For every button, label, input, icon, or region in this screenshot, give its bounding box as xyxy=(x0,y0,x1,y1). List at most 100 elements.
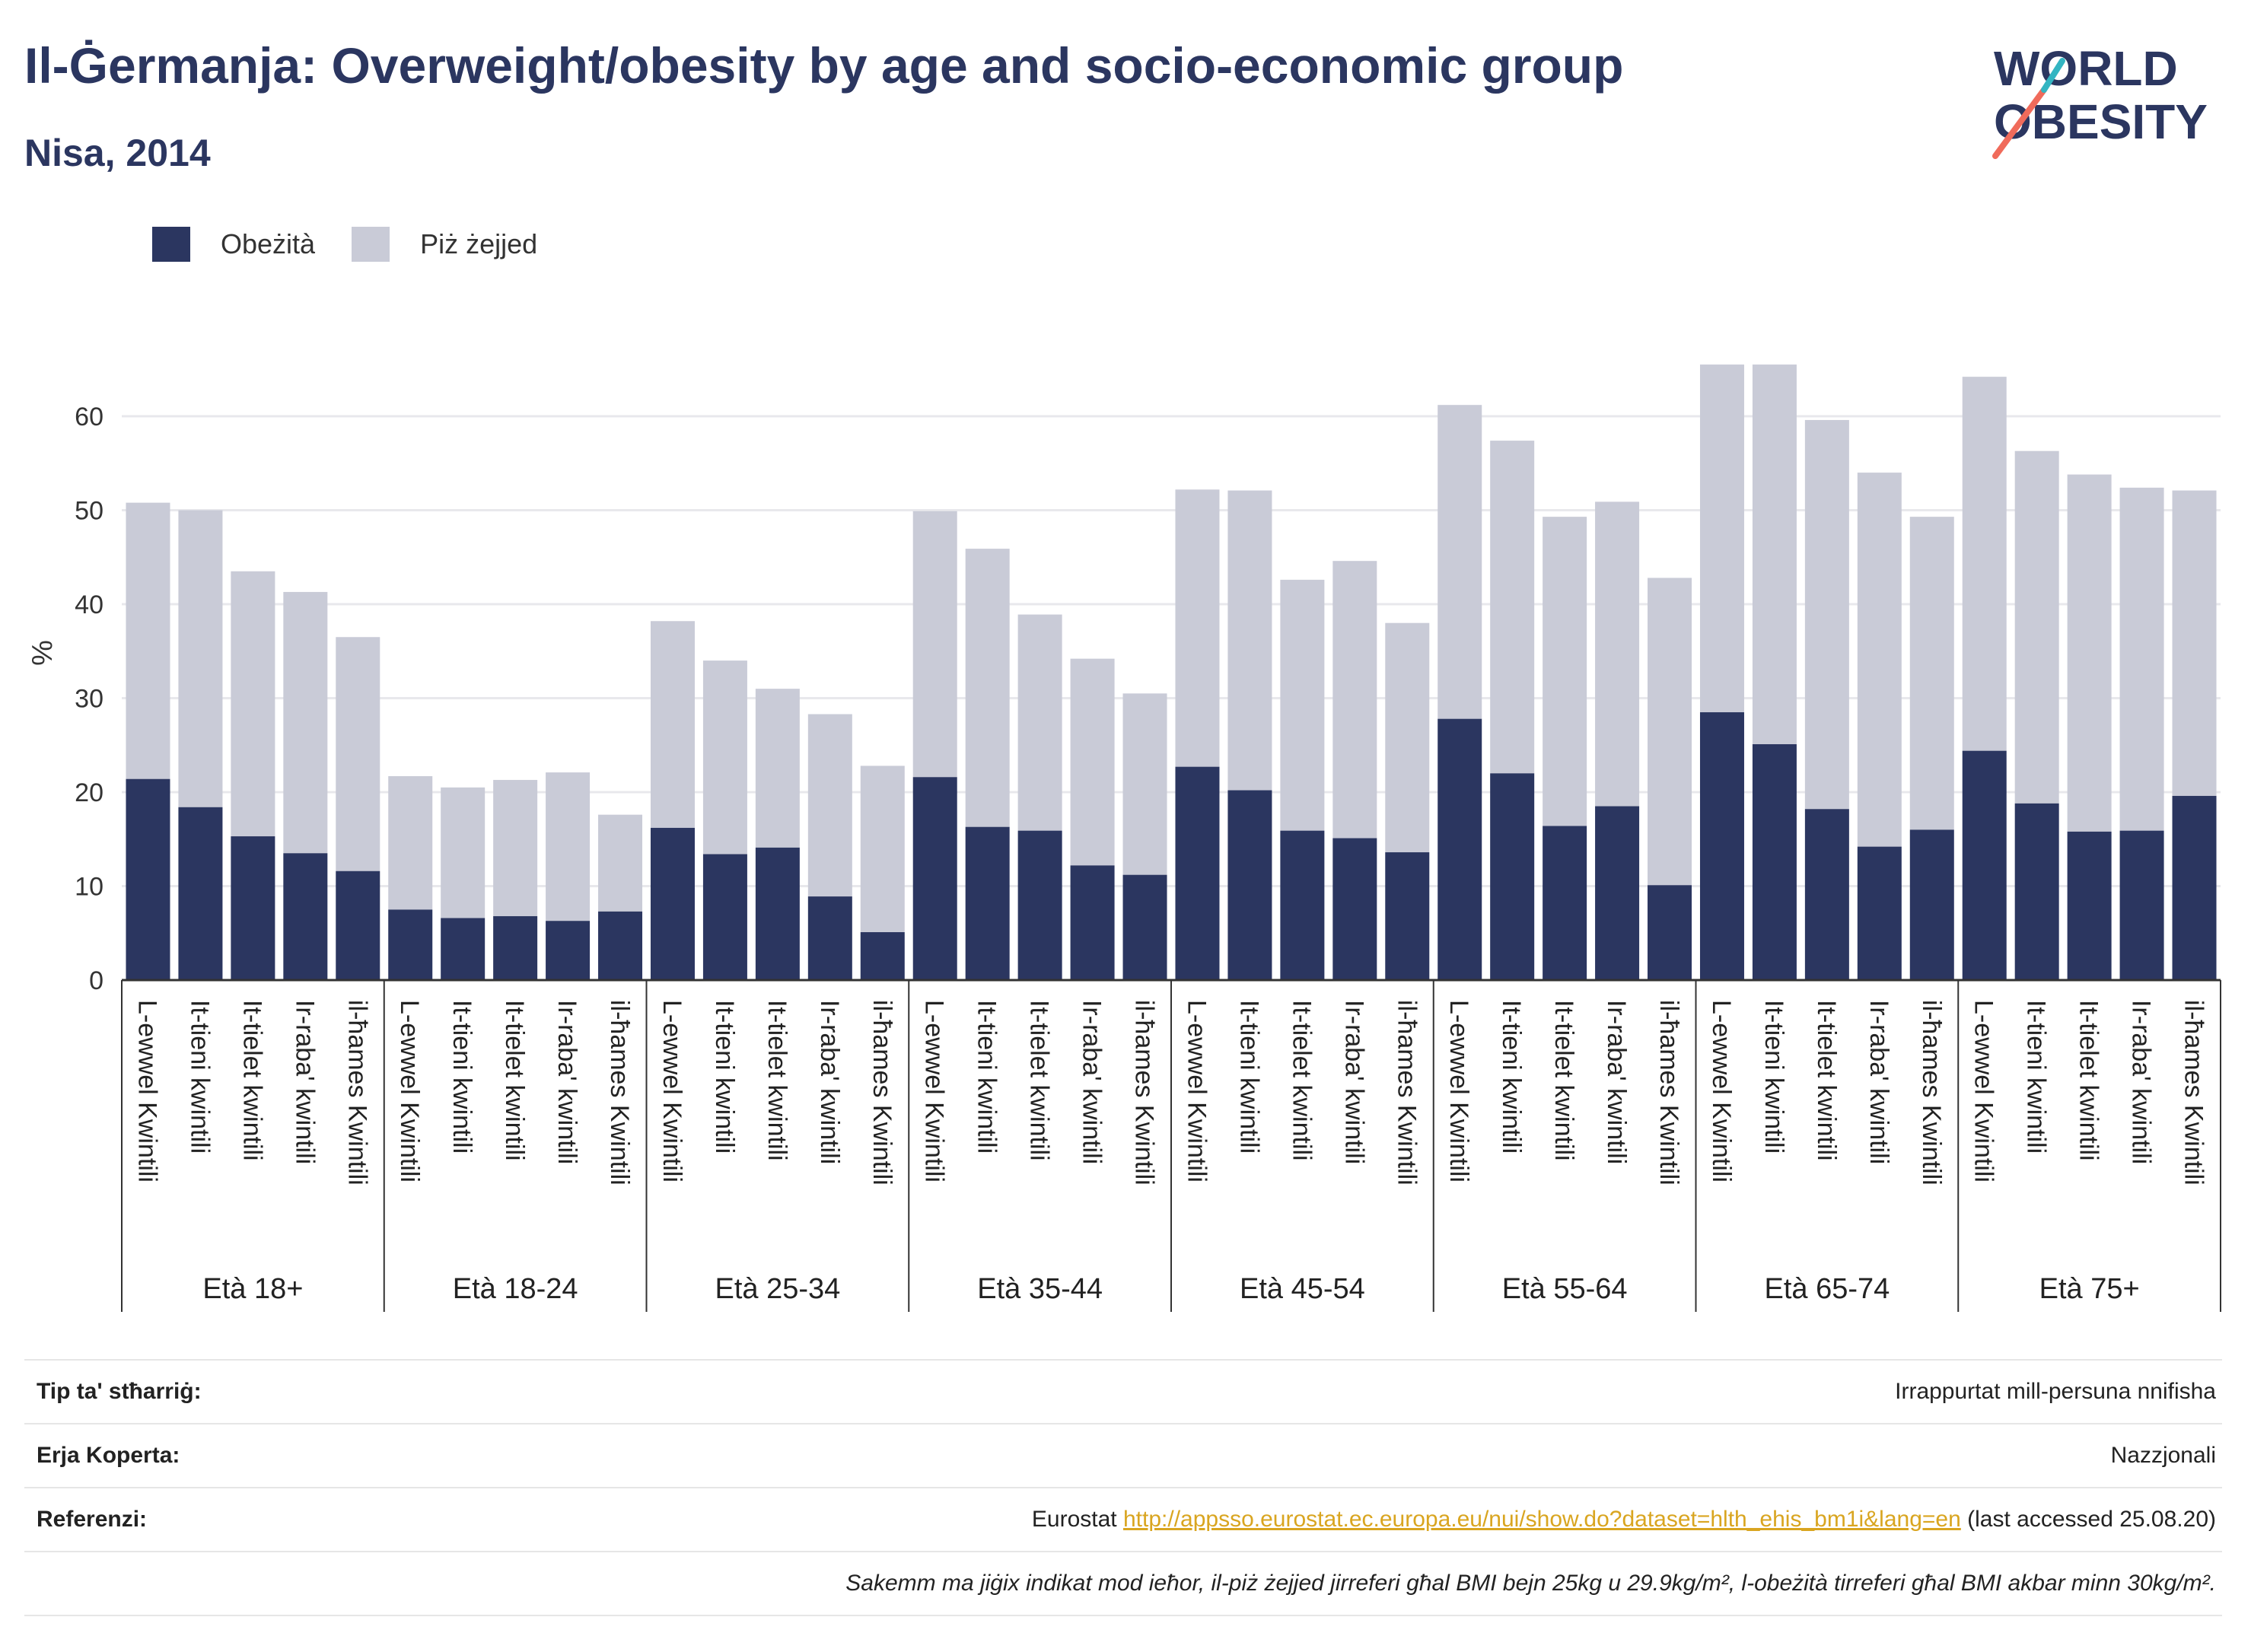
x-category-label: Ir-raba' kwintili xyxy=(552,1000,581,1164)
bar-overweight xyxy=(1175,489,1220,767)
footer-label: Referenzi: xyxy=(37,1507,148,1532)
reference-value: Eurostat http://appsso.eurostat.ec.europ… xyxy=(1032,1507,2222,1533)
footer-row-references: Referenzi: Eurostat http://appsso.eurost… xyxy=(24,1487,2222,1551)
legend-swatch-obese xyxy=(152,227,190,262)
x-category-label: Ir-raba' kwintili xyxy=(1339,1000,1368,1164)
footer-value: Irrappurtat mill-persuna nnifisha xyxy=(1895,1379,2216,1404)
footer-label: Tip ta' stħarriġ: xyxy=(37,1379,202,1404)
legend-label-overweight: Piż żejjed xyxy=(420,228,538,259)
x-category-label: It-tielet kwintili xyxy=(1549,1000,1578,1161)
x-group-label: Età 18+ xyxy=(202,1273,303,1305)
bar-overweight xyxy=(1280,579,1325,831)
bar-obese xyxy=(1648,885,1692,980)
bar-overweight xyxy=(546,772,591,921)
bar-overweight xyxy=(860,766,905,933)
legend-item-overweight[interactable]: Piż żejjed xyxy=(352,227,537,262)
x-category-label: il-ħames Kwintili xyxy=(2179,1000,2208,1186)
y-tick-label: 40 xyxy=(75,590,103,619)
bar-obese xyxy=(1962,750,2007,980)
bar-overweight xyxy=(650,621,695,828)
bar-overweight xyxy=(755,689,800,848)
x-category-label: il-ħames Kwintili xyxy=(868,1000,896,1186)
x-group-label: Età 75+ xyxy=(2039,1273,2140,1305)
chart-subtitle: Nisa, 2014 xyxy=(24,132,211,174)
x-category-label: It-tielet kwintili xyxy=(2074,1000,2103,1161)
bar-obese xyxy=(807,896,852,980)
reference-link[interactable]: http://appsso.eurostat.ec.europa.eu/nui/… xyxy=(1122,1507,1961,1532)
x-category-label: It-tieni kwintili xyxy=(973,1000,1001,1154)
bar-obese xyxy=(283,853,328,980)
x-category-label: il-ħames Kwintili xyxy=(1130,1000,1159,1186)
bar-obese xyxy=(1595,806,1640,980)
bar-overweight xyxy=(912,511,957,778)
bar-overweight xyxy=(2067,474,2112,832)
x-category-label: It-tielet kwintili xyxy=(1812,1000,1841,1161)
reference-accessed: (last accessed 25.08.20) xyxy=(1967,1507,2216,1532)
bar-overweight xyxy=(2014,450,2059,804)
x-category-label: il-ħames Kwintili xyxy=(1654,1000,1683,1186)
bar-overweight xyxy=(2119,487,2164,831)
bar-overweight xyxy=(1962,377,2007,751)
bar-obese xyxy=(231,836,275,980)
bar-obese xyxy=(546,921,591,980)
bar-obese xyxy=(1909,829,1954,980)
x-category-label: It-tieni kwintili xyxy=(447,1000,476,1154)
x-category-label: It-tielet kwintili xyxy=(1025,1000,1054,1161)
y-tick-label: 0 xyxy=(89,966,103,995)
x-group-label: Età 45-54 xyxy=(1240,1273,1365,1305)
x-category-label: L-ewwel Kwintili xyxy=(1182,1000,1211,1183)
x-category-label: It-tieni kwintili xyxy=(1234,1000,1263,1154)
x-category-label: L-ewwel Kwintili xyxy=(395,1000,424,1183)
bar-obese xyxy=(126,778,170,980)
x-category-label: L-ewwel Kwintili xyxy=(657,1000,686,1183)
bar-obese xyxy=(1699,712,1744,980)
stacked-bar-chart: 0 10 20 30 40 50 60% L-ewwel Kwintili It-tieni k… xyxy=(27,364,2221,1312)
bar-overweight xyxy=(598,814,643,912)
footer-row-survey-type: Tip ta' stħarriġ: Irrappurtat mill-persu… xyxy=(24,1359,2222,1423)
x-category-label: il-ħames Kwintili xyxy=(1392,1000,1421,1186)
x-category-label: Ir-raba' kwintili xyxy=(815,1000,844,1164)
bar-obese xyxy=(912,777,957,980)
bar-obese xyxy=(1438,718,1482,980)
bar-overweight xyxy=(1857,473,1902,847)
bar-obese xyxy=(1017,830,1062,980)
bar-obese xyxy=(755,847,800,980)
x-group-label: Età 35-44 xyxy=(977,1273,1103,1305)
bar-obese xyxy=(388,909,433,980)
x-group-label: Età 65-74 xyxy=(1764,1273,1890,1305)
bar-obese xyxy=(1804,809,1849,980)
legend: Obeżità Piż żejjed xyxy=(152,227,574,262)
y-axis-label: % xyxy=(27,640,59,666)
x-category-label: L-ewwel Kwintili xyxy=(920,1000,949,1183)
bar-overweight xyxy=(965,549,1010,827)
bar-obese xyxy=(860,932,905,980)
bar-overweight xyxy=(1490,441,1535,774)
bar-overweight xyxy=(336,637,380,871)
x-category-label: il-ħames Kwintili xyxy=(605,1000,634,1186)
y-tick-label: 20 xyxy=(75,778,103,807)
y-tick-label: 50 xyxy=(75,497,103,526)
bar-overweight xyxy=(441,787,486,918)
bar-overweight xyxy=(493,779,538,917)
x-category-label: Ir-raba' kwintili xyxy=(2127,1000,2156,1164)
bar-obese xyxy=(493,916,538,980)
legend-label-obese: Obeżità xyxy=(221,228,316,259)
legend-item-obese[interactable]: Obeżità xyxy=(152,227,315,262)
bar-overweight xyxy=(1385,622,1430,853)
bar-obese xyxy=(650,827,695,980)
x-group-label: Età 55-64 xyxy=(1502,1273,1628,1305)
x-category-label: It-tieni kwintili xyxy=(2022,1000,2051,1154)
footer-value: Nazzjonali xyxy=(2110,1443,2216,1468)
bar-overweight xyxy=(1595,501,1640,807)
bar-obese xyxy=(2067,831,2112,980)
bar-overweight xyxy=(231,571,275,837)
x-category-label: L-ewwel Kwintili xyxy=(132,1000,161,1183)
bar-overweight xyxy=(178,510,223,807)
x-group-label: Età 18-24 xyxy=(453,1273,578,1305)
bar-obese xyxy=(1490,773,1535,980)
bar-obese xyxy=(2119,830,2164,980)
bar-overweight xyxy=(1332,561,1377,839)
footer-row-note: Sakemm ma jiġix indikat mod ieħor, il-pi… xyxy=(24,1551,2222,1616)
bar-obese xyxy=(336,871,380,980)
y-tick-label: 30 xyxy=(75,685,103,714)
